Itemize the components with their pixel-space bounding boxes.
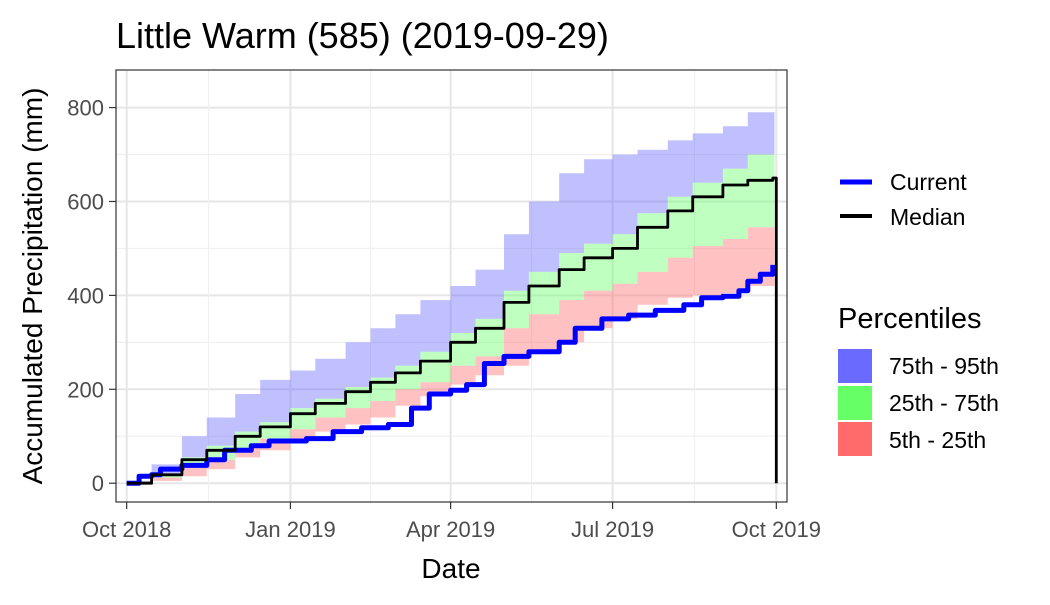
legend-5-25-label: 5th - 25th	[889, 427, 986, 453]
y-axis-title: Accumulated Precipitation (mm)	[17, 88, 48, 485]
chart-title: Little Warm (585) (2019-09-29)	[116, 15, 609, 56]
legend-25-75-label: 25th - 75th	[889, 390, 999, 416]
legend-percentiles: Percentiles 75th - 95th 25th - 75th 5th …	[838, 303, 999, 456]
percentile-bands	[126, 88, 775, 484]
legend-25-75-key	[838, 386, 872, 420]
legend-lines: Current Median	[840, 169, 967, 230]
series-current-line	[126, 264, 776, 486]
x-tick-label: Oct 2019	[732, 517, 821, 542]
y-tick-label: 0	[92, 471, 104, 496]
x-tick-label: Jan 2019	[245, 517, 336, 542]
y-tick-label: 400	[67, 283, 104, 308]
series-median-line	[126, 176, 778, 485]
y-tick-label: 200	[67, 377, 104, 402]
axes-layer: 0 200 400 600 800 Oct 2018 Jan 2019 Apr 2019 Jul…	[67, 96, 821, 542]
legend-5-25-key	[838, 422, 872, 456]
plot-border	[115, 69, 788, 503]
legend-median-label: Median	[890, 204, 965, 230]
x-tick-label: Apr 2019	[406, 517, 495, 542]
series-lines	[126, 176, 778, 486]
x-tick-label: Jul 2019	[571, 517, 654, 542]
legend-current-label: Current	[890, 169, 967, 195]
band-75th-95th	[126, 88, 775, 484]
legend-percentiles-title: Percentiles	[838, 303, 981, 335]
legend-75-95-key	[838, 349, 872, 383]
legend-75-95-label: 75th - 95th	[889, 353, 999, 379]
y-tick-label: 800	[67, 96, 104, 121]
x-axis-title: Date	[421, 553, 480, 584]
x-tick-label: Oct 2018	[82, 517, 171, 542]
y-tick-label: 600	[67, 189, 104, 214]
